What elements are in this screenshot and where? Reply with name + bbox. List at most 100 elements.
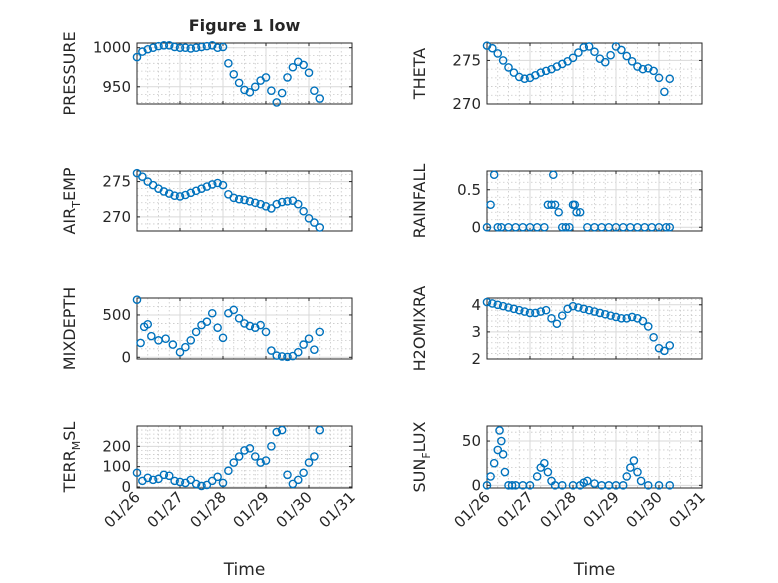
data-point — [267, 204, 276, 213]
data-point — [148, 475, 158, 485]
y-tick-label: 500 — [102, 306, 131, 324]
data-point — [161, 334, 170, 343]
data-point — [181, 43, 190, 52]
data-point — [136, 338, 145, 348]
x-tick-label: 01/27 — [494, 488, 537, 531]
data-point — [665, 341, 675, 350]
data-point — [299, 340, 308, 349]
y-axis-label: PRESSURE — [60, 31, 79, 115]
data-point — [213, 43, 222, 52]
data-point — [304, 458, 314, 467]
data-point — [164, 41, 174, 50]
data-point — [617, 45, 626, 55]
data-point — [202, 317, 212, 327]
data-point — [626, 463, 635, 472]
data-point — [532, 472, 542, 481]
data-point — [261, 201, 271, 211]
data-point — [498, 450, 508, 459]
y-axis-label-rest: LUX — [410, 421, 429, 452]
data-point — [315, 327, 325, 337]
data-point — [175, 477, 185, 487]
data-point — [229, 305, 239, 315]
data-point — [643, 322, 653, 331]
x-tick-label: 01/30 — [623, 488, 666, 531]
data-point — [600, 57, 610, 67]
axes-box — [486, 42, 703, 105]
data-point — [186, 475, 196, 485]
data-point — [310, 345, 319, 354]
subplot-airtemp: 270 275 AIRTEMP — [60, 167, 353, 235]
data-point — [154, 41, 163, 51]
chart-title: Figure 1 low — [189, 16, 301, 35]
y-tick-label: 270 — [102, 208, 131, 226]
data-point — [197, 184, 206, 193]
y-axis-label-main: SUN — [410, 459, 429, 493]
x-tick-label: 01/27 — [144, 488, 187, 531]
data-point — [489, 458, 499, 468]
data-point — [261, 456, 271, 465]
data-point — [548, 170, 558, 180]
data-point — [541, 66, 551, 76]
y-tick-label: 950 — [102, 78, 131, 96]
data-point — [186, 336, 196, 345]
data-point — [579, 43, 589, 52]
x-tick-label: 01/31 — [666, 488, 709, 531]
data-point — [240, 195, 249, 205]
data-point — [654, 73, 664, 83]
data-point — [168, 340, 178, 349]
x-tick-label: 01/30 — [273, 488, 316, 531]
data-point — [606, 50, 615, 60]
data-point — [547, 314, 556, 323]
data-point — [304, 334, 314, 343]
y-tick-label: 0 — [471, 218, 481, 236]
data-point — [272, 351, 282, 360]
data-point — [495, 426, 504, 435]
y-tick-label: 100 — [102, 458, 131, 476]
data-point — [622, 472, 632, 481]
data-point — [310, 452, 319, 461]
data-point — [170, 42, 179, 52]
data-point — [261, 73, 271, 82]
data-point — [159, 41, 169, 50]
data-point — [629, 456, 639, 465]
data-point — [493, 300, 503, 310]
y-tick-label: 0 — [121, 478, 131, 496]
data-point — [584, 305, 594, 315]
data-point — [261, 327, 271, 337]
data-point — [554, 207, 563, 217]
data-point — [159, 470, 169, 480]
data-point — [649, 66, 658, 76]
data-point — [595, 308, 605, 318]
y-tick-label: 1000 — [93, 39, 131, 57]
data-point — [197, 42, 206, 52]
data-point — [498, 301, 508, 311]
data-point — [497, 436, 506, 446]
data-point — [277, 88, 287, 98]
data-point — [660, 87, 669, 97]
data-point — [283, 352, 292, 362]
data-point — [489, 170, 499, 180]
data-point — [574, 48, 583, 57]
y-tick-label: 270 — [452, 95, 481, 113]
data-point — [488, 43, 497, 53]
data-point — [202, 480, 212, 490]
data-point — [229, 69, 239, 79]
data-point — [170, 476, 179, 486]
data-point — [191, 327, 201, 337]
x-axis-label: Time — [573, 560, 616, 580]
data-point — [315, 94, 325, 103]
data-point — [132, 468, 142, 478]
y-axis-label-main: AIR — [60, 208, 79, 235]
data-point — [568, 301, 578, 311]
data-point — [486, 200, 495, 210]
data-point — [536, 307, 546, 316]
y-axis-label-main: MIXDEPTH — [60, 287, 79, 370]
data-point — [234, 452, 244, 461]
data-point — [207, 41, 217, 50]
data-point — [132, 52, 142, 62]
data-point — [164, 471, 174, 481]
data-point — [493, 445, 503, 455]
data-point — [665, 74, 675, 84]
data-point — [240, 85, 249, 95]
